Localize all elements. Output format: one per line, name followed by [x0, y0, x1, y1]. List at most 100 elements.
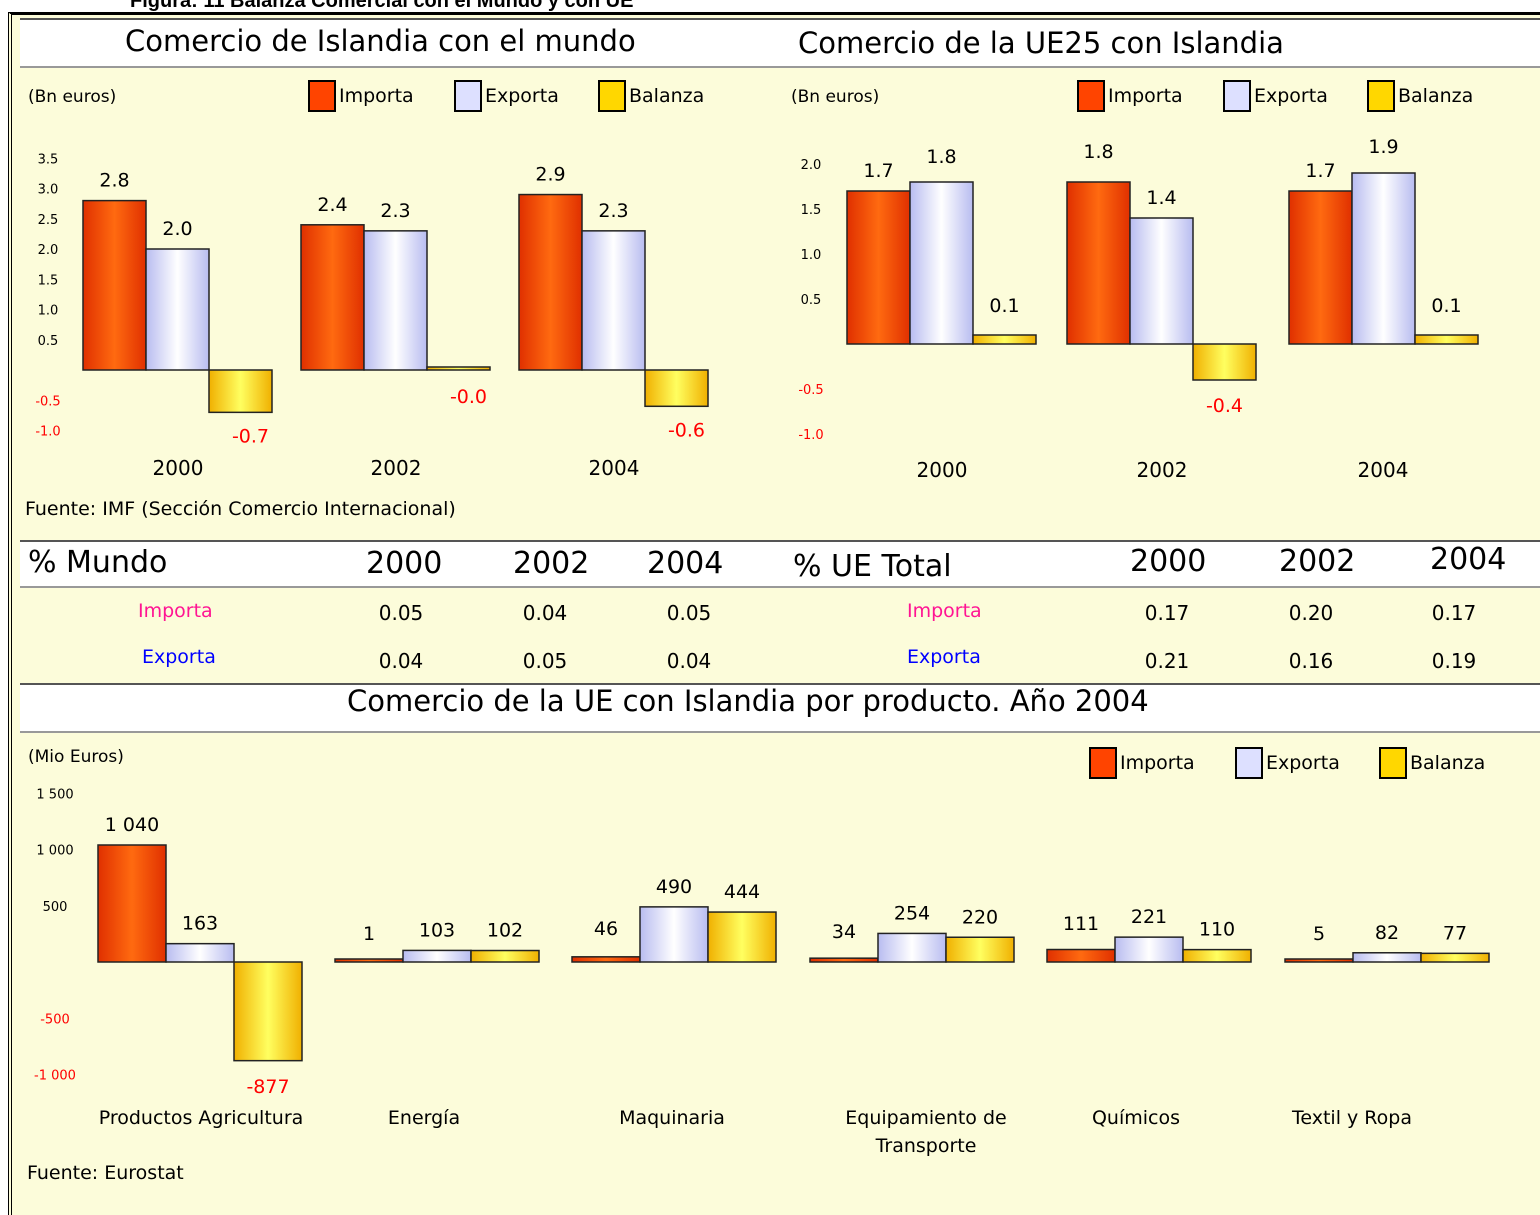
- world-legend-label-balanza: Balanza: [629, 85, 704, 107]
- world-ytick: 2.0: [38, 243, 59, 258]
- product-title-band: [20, 683, 1540, 733]
- world-legend-swatch-balanza: [598, 80, 626, 112]
- product-legend-label-exporta: Exporta: [1266, 752, 1340, 774]
- product-category-label: Equipamiento de: [845, 1107, 1006, 1129]
- world-ytick: 1.0: [38, 304, 59, 319]
- eu-ytick: 0.5: [801, 293, 822, 308]
- table-world-importa-2004: 0.05: [666, 601, 712, 625]
- product-bar-balanza: [233, 961, 303, 1062]
- eu-ytick: -1.0: [798, 428, 823, 443]
- product-value-label: 1 040: [105, 814, 159, 836]
- world-ylabel: (Bn euros): [28, 87, 116, 107]
- product-bar-importa: [97, 844, 167, 963]
- product-value-label: 220: [962, 906, 998, 928]
- product-value-label: 1: [363, 923, 375, 945]
- eu-ytick: 1.5: [801, 203, 822, 218]
- product-value-label: -877: [246, 1076, 289, 1098]
- product-ytick: 500: [43, 900, 68, 915]
- product-bar-importa: [1284, 958, 1354, 963]
- world-bar-importa: [300, 224, 365, 371]
- world-legend-label-importa: Importa: [339, 85, 414, 107]
- table-world-col-2000: 2000: [366, 546, 443, 581]
- product-bar-exporta: [1114, 936, 1184, 963]
- product-value-label: 163: [182, 913, 218, 935]
- chart-eu-title: Comercio de la UE25 con Islandia: [798, 26, 1284, 60]
- eu-value-label: 0.1: [1431, 295, 1461, 317]
- eu-bar-exporta: [1129, 217, 1194, 345]
- product-legend-label-importa: Importa: [1120, 752, 1195, 774]
- world-bar-exporta: [581, 230, 646, 371]
- eu-value-label: 1.7: [1305, 160, 1335, 182]
- source-eurostat: Fuente: Eurostat: [27, 1162, 184, 1184]
- product-ylabel: (Mio Euros): [28, 747, 124, 767]
- world-value-label: 2.0: [162, 218, 192, 240]
- world-ytick: -1.0: [35, 425, 60, 440]
- table-world-col-2004: 2004: [647, 546, 724, 581]
- chart-world-title: Comercio de Islandia con el mundo: [125, 24, 636, 58]
- table-eu-row-importa-label: Importa: [907, 600, 982, 622]
- world-value-label: 2.4: [317, 194, 347, 216]
- world-value-label: 2.3: [598, 200, 628, 222]
- world-ytick: 3.0: [38, 183, 59, 198]
- product-bar-balanza: [1182, 948, 1252, 963]
- table-eu-exporta-2004: 0.19: [1431, 649, 1477, 673]
- product-bar-exporta: [402, 949, 472, 963]
- product-ytick: 1 000: [36, 844, 73, 859]
- eu-ytick: 2.0: [801, 158, 822, 173]
- world-category-label: 2000: [153, 456, 204, 480]
- table-world-exporta-2004: 0.04: [666, 649, 712, 673]
- product-bar-balanza: [1420, 952, 1490, 963]
- product-ytick: -1 000: [34, 1069, 76, 1084]
- product-bar-balanza: [945, 936, 1015, 963]
- world-bar-exporta: [363, 230, 428, 371]
- eu-category-label: 2004: [1358, 458, 1409, 482]
- eu-bar-exporta: [909, 181, 974, 345]
- world-value-label: 2.3: [380, 200, 410, 222]
- table-eu-importa-2000: 0.17: [1144, 601, 1190, 625]
- eu-category-label: 2000: [917, 458, 968, 482]
- product-category-label: Energía: [388, 1107, 460, 1129]
- eu-legend-swatch-importa: [1077, 80, 1105, 112]
- eu-value-label: 1.8: [926, 146, 956, 168]
- world-category-label: 2002: [371, 456, 422, 480]
- world-ytick: 3.5: [38, 152, 59, 167]
- product-bar-balanza: [470, 949, 540, 963]
- product-bar-exporta: [877, 932, 947, 963]
- table-world-col-2002: 2002: [513, 546, 590, 581]
- figure-title: Figura: 11 Balanza Comercial con el Mund…: [130, 0, 634, 12]
- chart-product-title: Comercio de la UE con Islandia por produ…: [347, 684, 1149, 718]
- world-legend-swatch-exporta: [454, 80, 482, 112]
- product-value-label: 254: [894, 902, 930, 924]
- eu-value-label: 0.1: [989, 295, 1019, 317]
- eu-bar-importa: [1288, 190, 1353, 345]
- product-ytick: -500: [40, 1012, 70, 1027]
- eu-value-label: -0.4: [1206, 395, 1243, 417]
- product-bar-importa: [571, 956, 641, 963]
- table-world-row-importa-label: Importa: [138, 600, 213, 622]
- world-bar-balanza: [208, 369, 273, 414]
- world-ytick: 1.5: [38, 273, 59, 288]
- table-world-row-exporta-label: Exporta: [142, 646, 216, 668]
- product-value-label: 77: [1443, 922, 1467, 944]
- eu-ylabel: (Bn euros): [791, 87, 879, 107]
- product-value-label: 46: [594, 918, 618, 940]
- world-bar-importa: [518, 193, 583, 371]
- table-eu-col-2002: 2002: [1279, 544, 1356, 579]
- eu-bar-balanza: [1192, 343, 1257, 381]
- product-bar-balanza: [707, 911, 777, 963]
- world-value-label: -0.6: [668, 419, 705, 441]
- product-ytick: 1 500: [36, 787, 73, 802]
- eu-legend-swatch-exporta: [1223, 80, 1251, 112]
- world-bar-importa: [82, 199, 147, 371]
- product-value-label: 103: [419, 919, 455, 941]
- eu-bar-balanza: [972, 334, 1037, 345]
- world-legend-label-exporta: Exporta: [485, 85, 559, 107]
- eu-legend-swatch-balanza: [1367, 80, 1395, 112]
- product-legend-swatch-importa: [1089, 747, 1117, 779]
- eu-value-label: 1.9: [1368, 136, 1398, 158]
- table-world-title: % Mundo: [28, 545, 168, 580]
- world-ytick: -0.5: [35, 394, 60, 409]
- product-bar-exporta: [165, 942, 235, 963]
- product-value-label: 5: [1313, 923, 1325, 945]
